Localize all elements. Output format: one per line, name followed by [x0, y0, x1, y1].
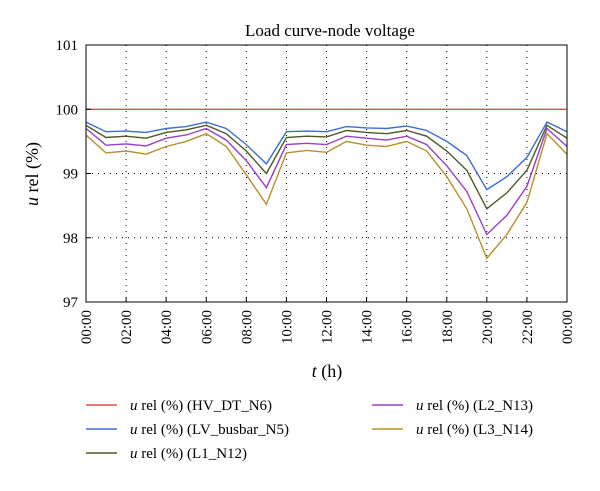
series-line-4 — [85, 127, 568, 236]
x-tick-label: 08:00 — [239, 310, 255, 344]
x-axis-label-var: t — [312, 361, 318, 381]
legend: u rel (%) (HV_DT_N6)u rel (%) (LV_busbar… — [86, 398, 533, 462]
y-tick-label: 101 — [56, 38, 79, 54]
legend-entry-5: u rel (%) (L3_N14) — [372, 422, 533, 438]
x-tick-label: 04:00 — [159, 310, 175, 344]
x-axis-label-unit: (h) — [321, 361, 342, 382]
legend-label: u rel (%) (HV_DT_N6) — [130, 398, 272, 414]
x-tick-label: 12:00 — [320, 310, 336, 344]
series-group — [85, 108, 568, 260]
series-line-5 — [85, 132, 568, 260]
x-axis-ticks: 00:00 02:00 04:00 06:00 08:00 10:00 12:00 14:00… — [79, 297, 576, 344]
x-tick-label: 10:00 — [279, 310, 295, 344]
legend-entry-2: u rel (%) (LV_busbar_N5) — [86, 422, 289, 438]
series-line-2 — [85, 121, 568, 191]
x-axis-label: t (h) — [312, 361, 343, 382]
series-line-3 — [85, 124, 568, 210]
x-tick-label: 02:00 — [119, 310, 135, 344]
y-axis-ticks: 97 98 99 100 101 — [56, 38, 91, 311]
x-tick-label: 18:00 — [440, 310, 456, 344]
x-tick-label: 14:00 — [360, 310, 376, 344]
x-tick-label: 16:00 — [400, 310, 416, 344]
legend-label: u rel (%) (LV_busbar_N5) — [130, 422, 289, 438]
y-axis-label-var: u — [22, 197, 42, 206]
y-tick-label: 98 — [63, 231, 78, 247]
y-tick-label: 100 — [56, 102, 79, 118]
y-tick-label: 99 — [63, 167, 78, 183]
x-tick-label: 20:00 — [480, 310, 496, 344]
chart-title: Load curve-node voltage — [245, 21, 415, 40]
legend-entry-1: u rel (%) (HV_DT_N6) — [86, 398, 272, 414]
legend-label: u rel (%) (L2_N13) — [416, 398, 533, 414]
x-tick-label: 00:00 — [79, 310, 95, 344]
legend-entry-4: u rel (%) (L2_N13) — [372, 398, 533, 414]
x-tick-label: 00:00 — [560, 310, 576, 344]
y-tick-label: 97 — [63, 295, 79, 311]
legend-label: u rel (%) (L3_N14) — [416, 422, 533, 438]
legend-entry-3: u rel (%) (L1_N12) — [86, 446, 247, 462]
legend-label: u rel (%) (L1_N12) — [130, 446, 247, 462]
x-tick-label: 22:00 — [520, 310, 536, 344]
x-tick-label: 06:00 — [199, 310, 215, 344]
y-axis-label: u rel (%) — [22, 142, 43, 206]
grid — [86, 45, 567, 302]
y-axis-label-rest: rel (%) — [22, 142, 43, 192]
